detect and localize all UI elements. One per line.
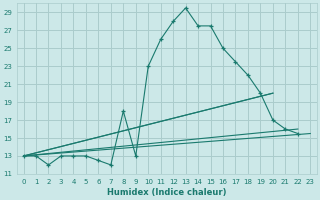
- X-axis label: Humidex (Indice chaleur): Humidex (Indice chaleur): [107, 188, 227, 197]
